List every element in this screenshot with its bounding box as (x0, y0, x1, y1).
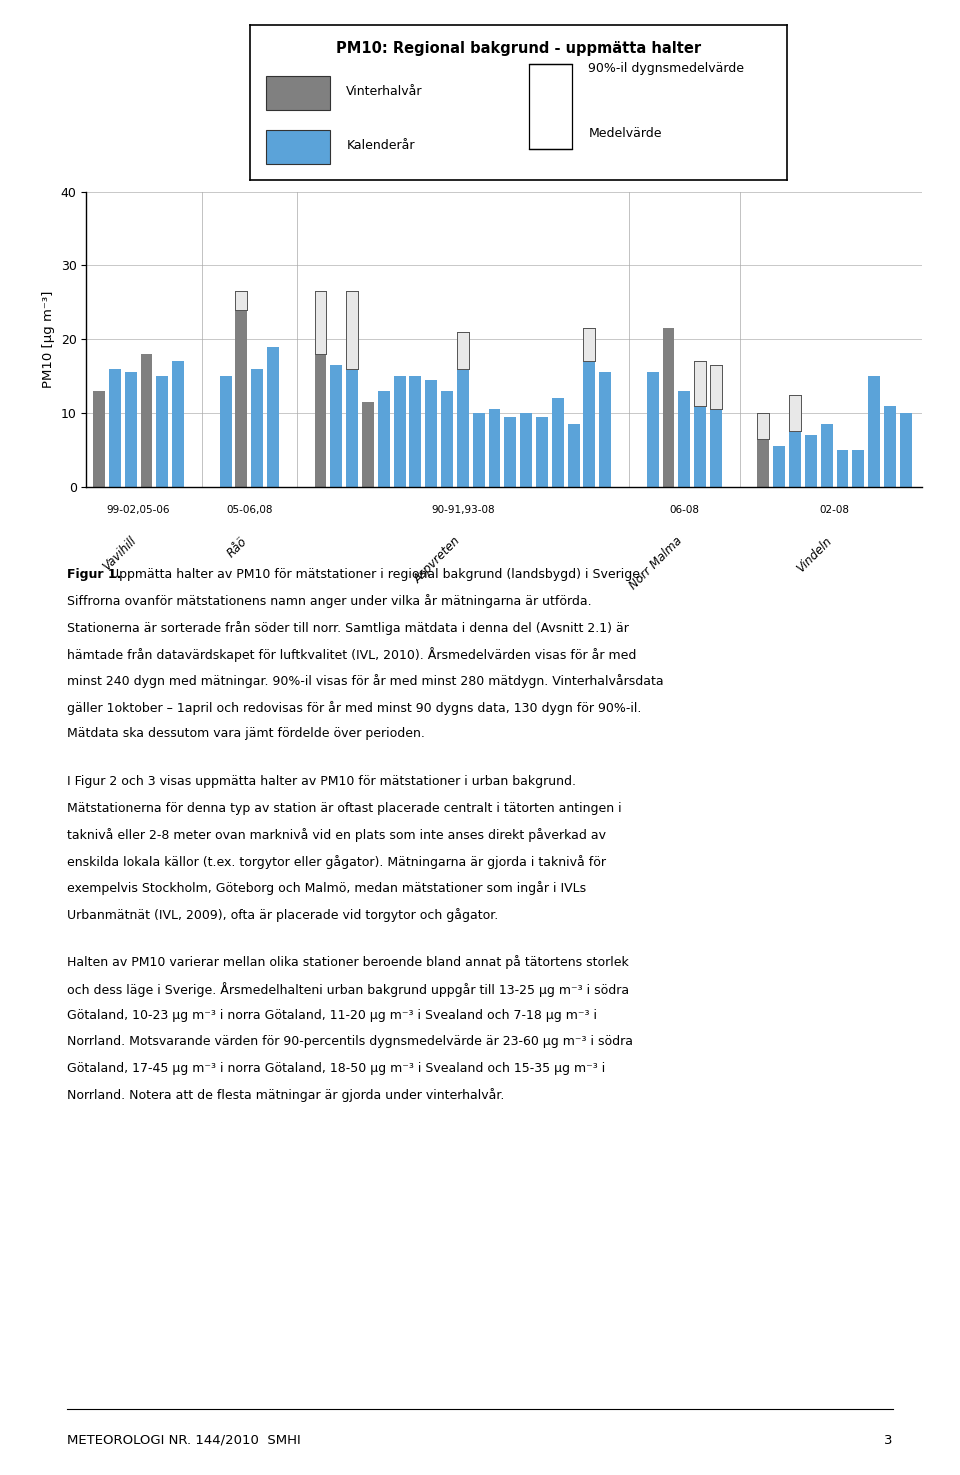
Bar (694, 361, 706, 406)
Text: 02-08: 02-08 (820, 504, 850, 515)
Text: taknivå eller 2-8 meter ovan marknivå vid en plats som inte anses direkt påverka: taknivå eller 2-8 meter ovan marknivå vi… (67, 827, 606, 842)
Bar (472, 413, 485, 487)
Text: gäller 1oktober – 1april och redovisas för år med minst 90 dygns data, 130 dygn : gäller 1oktober – 1april och redovisas f… (67, 701, 641, 714)
Text: Stationerna är sorterade från söder till norr. Samtliga mätdata i denna del (Avs: Stationerna är sorterade från söder till… (67, 621, 629, 634)
Bar (647, 372, 659, 487)
Text: Vinterhalvår: Vinterhalvår (347, 86, 422, 99)
Text: enskilda lokala källor (t.ex. torgytor eller gågator). Mätningarna är gjorda i t: enskilda lokala källor (t.ex. torgytor e… (67, 854, 606, 869)
Bar (140, 354, 153, 487)
Bar (789, 431, 801, 487)
Bar (710, 409, 722, 487)
Text: Norrland. Notera att de flesta mätningar är gjorda under vinterhalvår.: Norrland. Notera att de flesta mätningar… (67, 1089, 505, 1102)
Bar (679, 391, 690, 487)
Text: Uppmätta halter av PM10 för mätstationer i regional bakgrund (landsbygd) i Sveri: Uppmätta halter av PM10 för mätstationer… (110, 568, 644, 581)
Bar (93, 391, 105, 487)
Text: Vindeln: Vindeln (794, 534, 834, 575)
Bar (520, 413, 532, 487)
Text: Halten av PM10 varierar mellan olika stationer beroende bland annat på tätortens: Halten av PM10 varierar mellan olika sta… (67, 956, 629, 969)
Text: 3: 3 (884, 1434, 893, 1447)
Text: Siffrorna ovanför mätstationens namn anger under vilka år mätningarna är utförda: Siffrorna ovanför mätstationens namn ang… (67, 594, 591, 608)
Bar (330, 364, 343, 487)
Bar (267, 347, 279, 487)
Bar (900, 413, 912, 487)
Bar (410, 376, 421, 487)
Text: Norrland. Motsvarande värden för 90-percentils dygnsmedelvärde är 23-60 µg m⁻³ i: Norrland. Motsvarande värden för 90-perc… (67, 1035, 634, 1049)
Bar (789, 394, 801, 431)
Bar (347, 291, 358, 369)
Bar (694, 406, 706, 487)
Bar (235, 310, 248, 487)
Bar (774, 445, 785, 487)
Text: I Figur 2 och 3 visas uppmätta halter av PM10 för mätstationer i urban bakgrund.: I Figur 2 och 3 visas uppmätta halter av… (67, 774, 576, 788)
Bar (442, 391, 453, 487)
Bar (457, 332, 468, 369)
Bar (457, 369, 468, 487)
Text: Vavihill: Vavihill (100, 534, 138, 574)
Text: Götaland, 17-45 µg m⁻³ i norra Götaland, 18-50 µg m⁻³ i Svealand och 15-35 µg m⁻: Götaland, 17-45 µg m⁻³ i norra Götaland,… (67, 1062, 606, 1075)
Bar (315, 354, 326, 487)
Bar (536, 416, 548, 487)
Bar (757, 413, 769, 438)
Text: 99-02,05-06: 99-02,05-06 (107, 504, 170, 515)
Bar (252, 369, 263, 487)
Bar (362, 401, 373, 487)
Bar (868, 376, 880, 487)
Bar (821, 423, 832, 487)
Bar (529, 63, 572, 149)
Text: minst 240 dygn med mätningar. 90%-il visas för år med minst 280 mätdygn. Vinterh: minst 240 dygn med mätningar. 90%-il vis… (67, 674, 663, 687)
Bar (489, 409, 500, 487)
Bar (757, 438, 769, 487)
Text: hämtade från datavärdskapet för luftkvalitet (IVL, 2010). Årsmedelvärden visas f: hämtade från datavärdskapet för luftkval… (67, 648, 636, 662)
Bar (125, 372, 136, 487)
Bar (552, 398, 564, 487)
Text: och dess läge i Sverige. Årsmedelhalteni urban bakgrund uppgår till 13-25 µg m⁻³: och dess läge i Sverige. Årsmedelhalteni… (67, 982, 630, 997)
Bar (347, 369, 358, 487)
Text: Aspvreten: Aspvreten (411, 534, 463, 587)
Text: 05-06,08: 05-06,08 (226, 504, 273, 515)
Bar (394, 376, 405, 487)
Bar (425, 379, 437, 487)
Text: Råö: Råö (224, 534, 250, 560)
Bar (567, 423, 580, 487)
Bar (172, 361, 184, 487)
Text: Mätstationerna för denna typ av station är oftast placerade centralt i tätorten : Mätstationerna för denna typ av station … (67, 801, 622, 814)
Y-axis label: PM10 [µg m⁻³]: PM10 [µg m⁻³] (42, 291, 56, 388)
Text: PM10: Regional bakgrund - uppmätta halter: PM10: Regional bakgrund - uppmätta halte… (336, 40, 701, 56)
Bar (710, 364, 722, 409)
Bar (836, 450, 849, 487)
Text: Medelvärde: Medelvärde (588, 127, 661, 140)
Text: Norr Malma: Norr Malma (627, 534, 684, 593)
Bar (315, 291, 326, 354)
Text: Urbanmätnät (IVL, 2009), ofta är placerade vid torgytor och gågator.: Urbanmätnät (IVL, 2009), ofta är placera… (67, 907, 498, 922)
Bar (504, 416, 516, 487)
Bar (884, 406, 896, 487)
Bar (220, 376, 231, 487)
Text: 90-91,93-08: 90-91,93-08 (431, 504, 494, 515)
Text: Götaland, 10-23 µg m⁻³ i norra Götaland, 11-20 µg m⁻³ i Svealand och 7-18 µg m⁻³: Götaland, 10-23 µg m⁻³ i norra Götaland,… (67, 1009, 597, 1022)
Bar (584, 361, 595, 487)
Bar (804, 435, 817, 487)
Text: 06-08: 06-08 (669, 504, 699, 515)
Text: Figur 1.: Figur 1. (67, 568, 122, 581)
Text: exempelvis Stockholm, Göteborg och Malmö, medan mätstationer som ingår i IVLs: exempelvis Stockholm, Göteborg och Malmö… (67, 881, 587, 895)
Text: METEOROLOGI NR. 144/2010  SMHI: METEOROLOGI NR. 144/2010 SMHI (67, 1434, 300, 1447)
Bar (266, 77, 330, 111)
Bar (378, 391, 390, 487)
Bar (156, 376, 168, 487)
Bar (266, 130, 330, 165)
Bar (852, 450, 864, 487)
Bar (584, 327, 595, 361)
Bar (235, 291, 248, 310)
Bar (662, 327, 675, 487)
Bar (108, 369, 121, 487)
Text: Mätdata ska dessutom vara jämt fördelde över perioden.: Mätdata ska dessutom vara jämt fördelde … (67, 727, 425, 740)
Bar (599, 372, 612, 487)
Text: Kalenderår: Kalenderår (347, 139, 415, 152)
Text: 90%-il dygnsmedelvärde: 90%-il dygnsmedelvärde (588, 62, 744, 75)
